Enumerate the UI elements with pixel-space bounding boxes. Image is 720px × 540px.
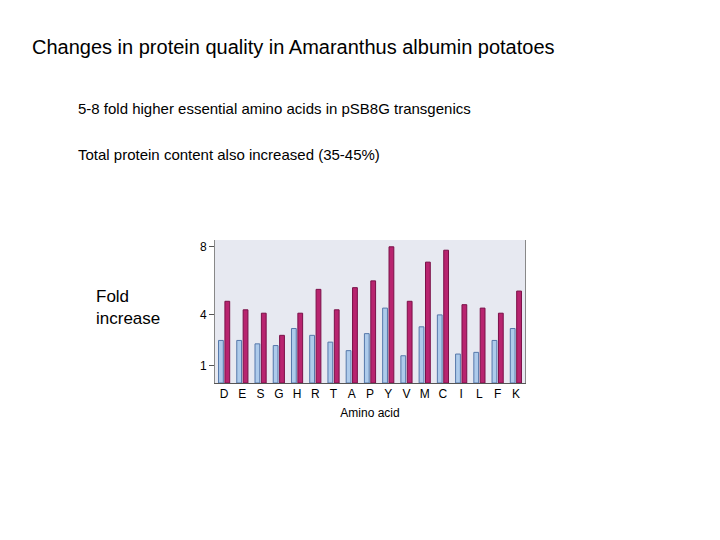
svg-text:Amino acid: Amino acid (340, 406, 399, 420)
html-text:Total protein content also inc: Total protein content also increased (35… (78, 146, 380, 163)
html-text:5-8 fold higher essential amin: 5-8 fold higher essential amino acids in… (78, 100, 471, 117)
svg-text:M: M (420, 387, 430, 401)
svg-text:R: R (311, 387, 320, 401)
svg-text:A: A (348, 387, 356, 401)
html-text:Fold increase: Fold increase (96, 287, 161, 328)
svg-text:I: I (460, 387, 463, 401)
svg-text:H: H (293, 387, 302, 401)
svg-text:P: P (366, 387, 374, 401)
svg-text:1: 1 (200, 359, 207, 373)
svg-text:E: E (238, 387, 246, 401)
svg-text:4: 4 (200, 308, 207, 322)
svg-text:V: V (402, 387, 410, 401)
svg-text:G: G (274, 387, 283, 401)
svg-text:Y: Y (384, 387, 392, 401)
svg-text:L: L (476, 387, 483, 401)
svg-text:F: F (494, 387, 501, 401)
svg-text:T: T (330, 387, 338, 401)
html-text:Changes in protein quality in: Changes in protein quality in Amaranthus… (32, 36, 555, 58)
svg-text:D: D (220, 387, 229, 401)
svg-text:C: C (439, 387, 448, 401)
svg-text:S: S (257, 387, 265, 401)
svg-text:8: 8 (200, 240, 207, 254)
svg-text:K: K (512, 387, 520, 401)
